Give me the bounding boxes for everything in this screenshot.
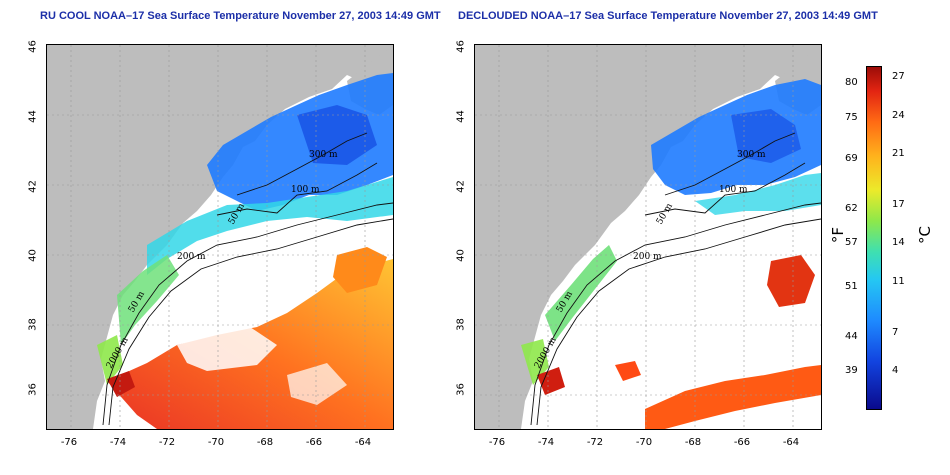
gulf-stream-sst (645, 365, 821, 429)
lon-tick-64-left: -64 (354, 437, 372, 448)
fahrenheit-tick-44: 44 (845, 331, 858, 342)
lon-tick-76-left: -76 (60, 437, 78, 448)
celsius-tick-14: 14 (892, 237, 905, 248)
contour-label-200: 200 m (177, 252, 206, 262)
cold-core-sst (731, 109, 801, 163)
hot-spot-sst (107, 371, 135, 397)
lat-tick-44-right: 44 (455, 110, 467, 123)
lat-tick-38-right: 38 (455, 318, 467, 331)
lon-tick-70-left: -70 (207, 437, 225, 448)
lon-tick-68-right: -68 (684, 437, 702, 448)
coastal-green-south (97, 335, 123, 385)
right-map-title: DECLOUDED NOAA–17 Sea Surface Temperatur… (458, 10, 878, 22)
lat-tick-38-left: 38 (27, 318, 39, 331)
lon-tick-64-right: -64 (782, 437, 800, 448)
contour-label-300: 300 m (309, 150, 338, 160)
temperature-colorbar (866, 66, 882, 410)
lat-tick-36-right: 36 (455, 383, 467, 396)
celsius-tick-27: 27 (892, 71, 905, 82)
lat-tick-42-right: 42 (455, 180, 467, 193)
fahrenheit-tick-80: 80 (845, 77, 858, 88)
lon-tick-70-right: -70 (635, 437, 653, 448)
fahrenheit-tick-62: 62 (845, 203, 858, 214)
contour-label-100: 100 m (719, 185, 748, 195)
lat-tick-42-left: 42 (27, 180, 39, 193)
sst-map-declouded: 300 m 100 m 50 m 200 m 50 m 2000 m (474, 44, 822, 430)
celsius-tick-24: 24 (892, 110, 905, 121)
lat-tick-40-right: 40 (455, 249, 467, 262)
fahrenheit-tick-57: 57 (845, 237, 858, 248)
celsius-tick-21: 21 (892, 148, 905, 159)
cold-core-sst (297, 105, 377, 165)
celsius-tick-17: 17 (892, 199, 905, 210)
lon-tick-72-right: -72 (586, 437, 604, 448)
lon-tick-72-left: -72 (158, 437, 176, 448)
fahrenheit-tick-69: 69 (845, 153, 858, 164)
lon-tick-68-left: -68 (256, 437, 274, 448)
contour-label-100: 100 m (291, 185, 320, 195)
gulf-of-maine-sst (207, 73, 393, 211)
lat-tick-36-left: 36 (27, 383, 39, 396)
fahrenheit-tick-75: 75 (845, 112, 858, 123)
land-mass (47, 45, 393, 429)
lat-tick-46-right: 46 (455, 40, 467, 53)
warm-ring-sst (333, 247, 387, 293)
celsius-unit-label: °C (915, 226, 934, 244)
lon-tick-66-left: -66 (305, 437, 323, 448)
fahrenheit-tick-39: 39 (845, 365, 858, 376)
warm-ring-sst (767, 255, 815, 307)
cloud-mask-2 (287, 363, 347, 405)
lon-tick-66-right: -66 (733, 437, 751, 448)
left-map-title: RU COOL NOAA–17 Sea Surface Temperature … (40, 10, 441, 22)
lat-tick-46-left: 46 (27, 40, 39, 53)
warm-patch-sst (615, 361, 641, 381)
celsius-tick-4: 4 (892, 365, 899, 376)
lat-tick-40-left: 40 (27, 249, 39, 262)
lon-tick-74-right: -74 (537, 437, 555, 448)
cloud-mask (177, 325, 277, 371)
land-mass (475, 45, 821, 429)
shelf-water-sst (147, 177, 393, 275)
celsius-tick-7: 7 (892, 327, 899, 338)
fahrenheit-unit-label: °F (829, 226, 848, 244)
lon-tick-76-right: -76 (488, 437, 506, 448)
contour-label-200: 200 m (633, 252, 662, 262)
fahrenheit-tick-51: 51 (845, 281, 858, 292)
celsius-tick-11: 11 (892, 276, 905, 287)
hot-spot-sst (537, 367, 565, 395)
lat-tick-44-left: 44 (27, 110, 39, 123)
lon-tick-74-left: -74 (109, 437, 127, 448)
shelf-water-sst (695, 173, 821, 215)
sst-map-ru-cool: 300 m 100 m 50 m 200 m 50 m 2000 m (46, 44, 394, 430)
contour-label-300: 300 m (737, 150, 766, 160)
